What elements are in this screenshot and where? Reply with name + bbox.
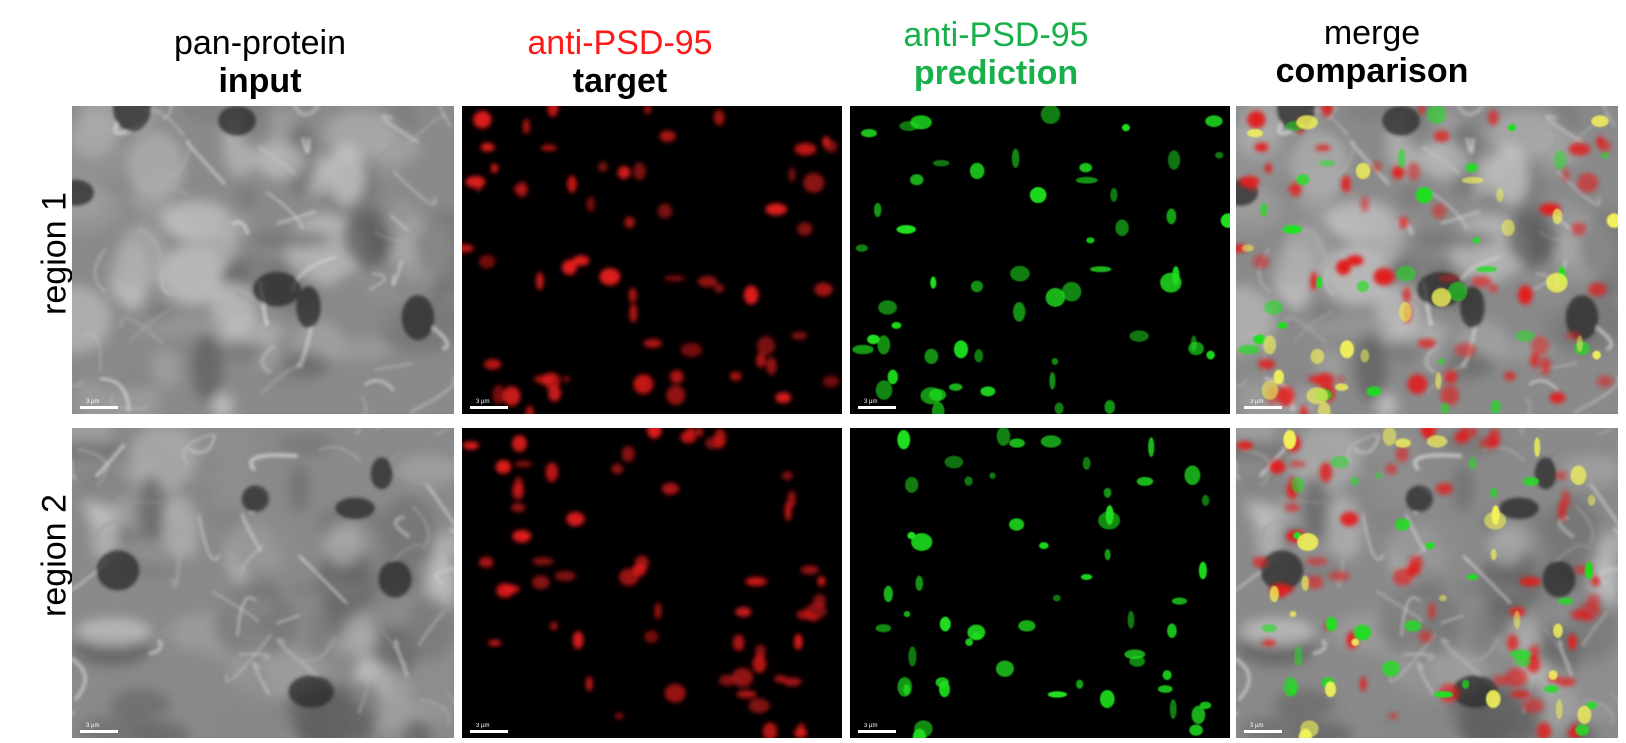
scale-bar-label: 3 µm	[1250, 399, 1264, 405]
scale-bar	[470, 730, 508, 733]
scale-bar	[80, 406, 118, 409]
row-label-region-1: region 1	[35, 192, 74, 315]
column-header-prediction-line2: prediction	[913, 54, 1079, 92]
panel-region1-target: 3 µm	[462, 106, 842, 414]
column-header-input-line2: input	[218, 62, 302, 100]
scale-bar-label: 3 µm	[864, 399, 878, 405]
micrograph-input-region1	[72, 106, 454, 414]
column-header-input-line1: pan-protein	[173, 24, 346, 62]
panel-region1-merge: 3 µm	[1236, 106, 1618, 414]
panel-region2-prediction: 3 µm	[850, 428, 1230, 738]
scale-bar	[1244, 406, 1282, 409]
micrograph-input-region2	[72, 428, 454, 738]
panel-region1-prediction: 3 µm	[850, 106, 1230, 414]
scale-bar	[470, 406, 508, 409]
panel-region2-target: 3 µm	[462, 428, 842, 738]
scale-bar-label: 3 µm	[476, 723, 490, 729]
micrograph-prediction-region1	[850, 106, 1230, 414]
micrograph-merge-region2	[1236, 428, 1618, 738]
scale-bar	[1244, 730, 1282, 733]
panel-region1-input: 3 µm	[72, 106, 454, 414]
scale-bar	[858, 730, 896, 733]
scale-bar	[80, 730, 118, 733]
column-header-merge: merge comparison	[1182, 14, 1562, 90]
scale-bar-label: 3 µm	[86, 399, 100, 405]
panel-region2-input: 3 µm	[72, 428, 454, 738]
column-header-target-line2: target	[572, 62, 668, 100]
panel-region2-merge: 3 µm	[1236, 428, 1618, 738]
column-header-prediction-line1: anti-PSD-95	[903, 16, 1089, 54]
column-header-target-line1: anti-PSD-95	[527, 24, 713, 62]
scale-bar	[858, 406, 896, 409]
micrograph-prediction-region2	[850, 428, 1230, 738]
scale-bar-label: 3 µm	[86, 723, 100, 729]
column-header-merge-line2: comparison	[1275, 52, 1469, 90]
column-header-prediction: anti-PSD-95 prediction	[806, 16, 1186, 92]
scale-bar-label: 3 µm	[864, 723, 878, 729]
micrograph-merge-region1	[1236, 106, 1618, 414]
scale-bar-label: 3 µm	[1250, 723, 1264, 729]
row-label-region-2: region 2	[35, 494, 74, 617]
column-header-merge-line1: merge	[1323, 14, 1421, 52]
micrograph-target-region1	[462, 106, 842, 414]
scale-bar-label: 3 µm	[476, 399, 490, 405]
micrograph-target-region2	[462, 428, 842, 738]
column-header-input: pan-protein input	[70, 24, 450, 100]
column-header-target: anti-PSD-95 target	[430, 24, 810, 100]
